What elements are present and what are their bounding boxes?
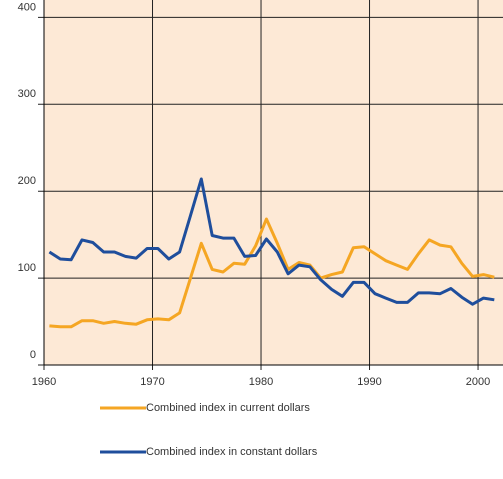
- y-tick-label: 0: [30, 349, 36, 361]
- x-tick-label: 1990: [357, 376, 381, 388]
- x-tick-label: 1980: [249, 376, 273, 388]
- x-tick-label: 2000: [466, 376, 490, 388]
- x-tick-label: 1960: [32, 376, 56, 388]
- y-tick-label: 300: [18, 88, 36, 100]
- legend-label: Combined index in constant dollars: [146, 446, 318, 458]
- plot-background: [44, 0, 503, 365]
- y-tick-label: 200: [18, 175, 36, 187]
- x-tick-label: 1970: [140, 376, 164, 388]
- y-tick-label: 100: [18, 262, 36, 274]
- legend-label: Combined index in current dollars: [146, 402, 310, 414]
- y-tick-label: 400: [18, 1, 36, 13]
- line-series: [49, 217, 495, 329]
- line-series: [48, 177, 495, 306]
